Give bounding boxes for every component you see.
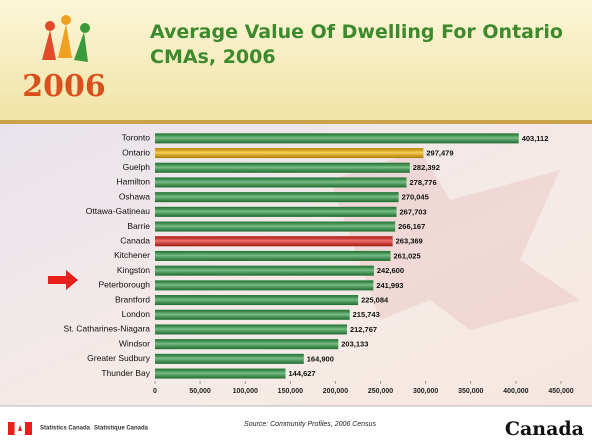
y-tick-label: Brantford [115,294,150,304]
y-tick-label: Hamilton [116,177,150,187]
value-label: 215,743 [353,310,380,319]
y-tick-label: Toronto [122,133,151,143]
logo-figures [42,15,90,62]
bar [155,236,393,247]
flag-left [8,422,15,435]
x-tick-label: 350,000 [458,388,483,395]
y-tick-label: Oshawa [119,191,150,201]
bar [155,353,304,364]
x-tick-label: 450,000 [548,388,573,395]
bar [155,162,410,173]
y-tick-label: Ontario [122,147,150,157]
value-label: 261,025 [394,251,421,260]
value-label: 225,084 [361,296,389,305]
value-label: 266,167 [398,222,425,231]
value-label: 403,112 [522,134,549,143]
bar [155,250,391,261]
value-label: 267,703 [400,207,427,216]
agency-fr: Statistique Canada [94,426,149,432]
x-tick-label: 50,000 [189,388,211,395]
x-tick-label: 400,000 [503,388,528,395]
value-label: 241,993 [376,281,403,290]
value-label: 270,045 [402,193,429,202]
header [0,0,592,122]
wordmark: Canada [505,418,584,440]
value-label: 282,392 [413,163,440,172]
bar [155,339,339,350]
bar [155,148,424,159]
x-tick-label: 300,000 [413,388,438,395]
value-label: 212,767 [350,325,377,334]
bar [155,324,347,335]
bar [155,280,374,291]
y-tick-label: Guelph [123,162,151,172]
y-tick-label: Windsor [119,338,150,348]
y-tick-label: Peterborough [98,280,150,290]
x-tick-label: 100,000 [233,388,258,395]
header-rule [0,120,592,124]
y-tick-label: Kitchener [114,250,150,260]
y-tick-label: Greater Sudbury [87,353,151,363]
agency-en: Statistics Canada [40,426,91,432]
bar [155,295,359,306]
footer [0,406,592,447]
value-label: 242,600 [377,266,404,275]
x-tick-label: 200,000 [323,388,348,395]
bar [155,309,350,320]
bar [155,368,286,379]
bar [155,206,397,217]
y-tick-label: St. Catharines-Niagara [64,324,151,334]
y-tick-label: Canada [120,236,150,246]
x-tick-label: 0 [153,388,157,395]
arrow [48,270,78,290]
y-tick-label: London [122,309,151,319]
x-tick-label: 250,000 [368,388,393,395]
value-label: 203,133 [341,340,368,349]
flag-leaf [18,425,22,431]
y-tick-label: Ottawa-Gatineau [86,206,151,216]
y-tick-label: Kingston [117,265,150,275]
bar [155,192,399,203]
bar [155,221,396,232]
chart-title: Average Value Of Dwelling For Ontario CM… [150,21,563,68]
flag-right [25,422,32,435]
bar [155,133,519,144]
value-label: 278,776 [410,178,437,187]
value-label: 297,479 [426,149,453,158]
x-tick-label: 150,000 [278,388,303,395]
bar [155,265,374,276]
value-label: 144,627 [288,369,315,378]
y-tick-label: Barrie [127,221,150,231]
bar [155,177,407,188]
logo-text: 2006 [22,69,106,104]
value-label: 263,369 [396,237,423,246]
y-tick-label: Thunder Bay [101,368,150,378]
value-label: 164,900 [307,354,334,363]
source: Source: Community Profiles, 2006 Census [244,421,376,428]
